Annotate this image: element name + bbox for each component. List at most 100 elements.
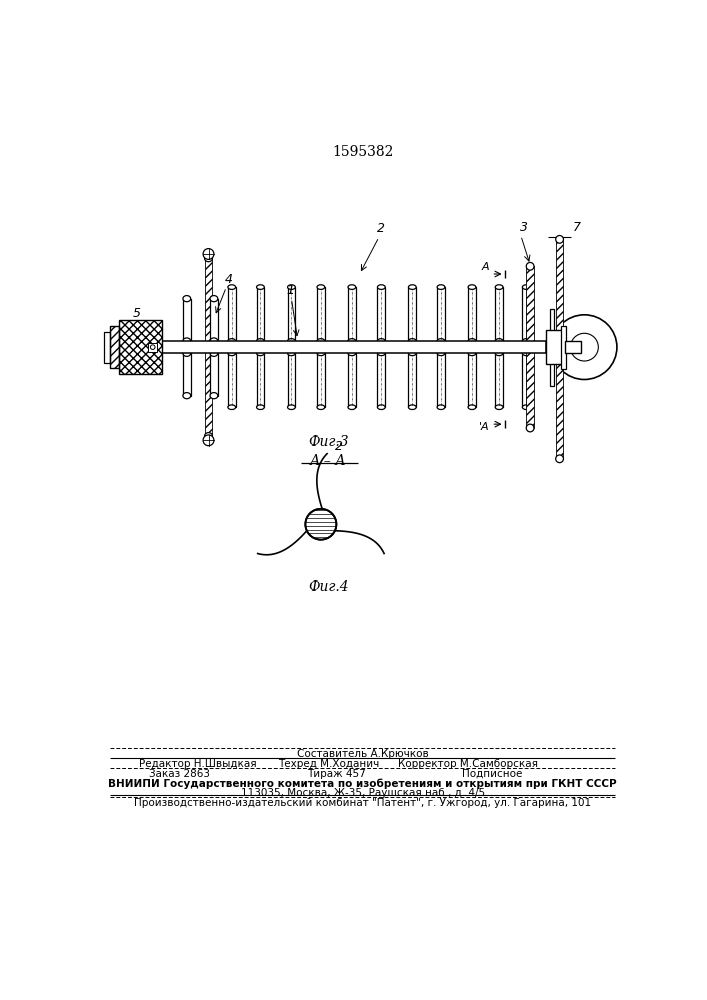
Text: 3: 3 [520,221,528,234]
Ellipse shape [348,351,356,356]
Bar [317,287,325,341]
Ellipse shape [526,262,534,270]
Ellipse shape [526,424,534,432]
Bar [257,353,264,407]
Bar [110,326,119,368]
Bar [288,353,296,407]
Ellipse shape [210,393,218,399]
Text: A: A [481,262,489,272]
Ellipse shape [409,339,416,343]
Ellipse shape [495,405,503,410]
Ellipse shape [288,339,296,343]
Ellipse shape [556,235,563,243]
Ellipse shape [257,405,264,410]
Text: 1595382: 1595382 [332,145,393,159]
Text: 5: 5 [133,307,141,320]
Text: 113035, Москва, Ж-35, Раушская наб., д. 4/5: 113035, Москва, Ж-35, Раушская наб., д. … [240,788,485,798]
Bar [378,287,385,341]
Ellipse shape [522,285,530,289]
Bar [468,353,476,407]
Ellipse shape [228,405,235,410]
Circle shape [151,345,155,349]
Ellipse shape [409,405,416,410]
Bar [549,309,554,386]
Circle shape [305,509,337,540]
Ellipse shape [468,351,476,356]
Ellipse shape [183,350,191,356]
Text: Техред М.Ходанич: Техред М.Ходанич [278,759,379,769]
Bar [183,353,191,396]
Circle shape [203,435,214,446]
Ellipse shape [204,256,212,262]
Bar [228,287,235,341]
Bar [288,287,296,341]
Ellipse shape [257,285,264,289]
Ellipse shape [556,455,563,463]
Ellipse shape [183,296,191,302]
Ellipse shape [468,285,476,289]
Text: 'A: 'A [479,422,489,432]
Ellipse shape [210,296,218,302]
Bar [561,326,566,369]
Bar [104,332,110,363]
Bar [546,330,565,364]
Bar [348,287,356,341]
Ellipse shape [409,351,416,356]
Bar [204,259,212,436]
Bar [119,320,162,374]
Bar [148,343,158,352]
Bar [119,320,162,374]
Bar [522,353,530,407]
Ellipse shape [378,405,385,410]
Ellipse shape [317,405,325,410]
Ellipse shape [317,351,325,356]
Text: 7: 7 [573,221,580,234]
Ellipse shape [204,433,212,439]
Ellipse shape [437,339,445,343]
Ellipse shape [348,405,356,410]
Ellipse shape [317,339,325,343]
Bar [257,287,264,341]
Ellipse shape [183,338,191,344]
Bar [409,287,416,341]
Ellipse shape [210,338,218,344]
Ellipse shape [288,405,296,410]
Ellipse shape [288,285,296,289]
Ellipse shape [257,351,264,356]
Ellipse shape [468,339,476,343]
Ellipse shape [183,393,191,399]
Ellipse shape [378,351,385,356]
Text: Заказ 2863: Заказ 2863 [149,769,210,779]
Bar [526,266,534,428]
Ellipse shape [552,315,617,379]
Text: 2: 2 [378,223,385,235]
Ellipse shape [317,285,325,289]
Ellipse shape [348,339,356,343]
Bar [348,353,356,407]
Bar [228,353,235,407]
Bar [110,326,119,368]
Bar [210,353,218,396]
Text: Тираж 457: Тираж 457 [307,769,366,779]
Text: Составитель А.Крючков: Составитель А.Крючков [297,749,428,759]
Bar [162,341,546,353]
Ellipse shape [468,405,476,410]
Text: Подписное: Подписное [462,769,522,779]
Bar [495,353,503,407]
Ellipse shape [228,285,235,289]
Ellipse shape [378,339,385,343]
Ellipse shape [348,285,356,289]
Circle shape [203,249,214,259]
Ellipse shape [522,405,530,410]
Text: Корректор М.Самборская: Корректор М.Самборская [398,759,538,769]
Ellipse shape [571,333,598,361]
Bar [437,287,445,341]
Text: 1: 1 [286,284,294,297]
Bar [495,287,503,341]
Bar [210,299,218,341]
Text: Производственно-издательский комбинат "Патент", г. Ужгород, ул. Гагарина, 101: Производственно-издательский комбинат "П… [134,798,591,808]
Ellipse shape [228,351,235,356]
Bar [522,287,530,341]
Text: ВНИИПИ Государственного комитета по изобретениям и открытиям при ГКНТ СССР: ВНИИПИ Государственного комитета по изоб… [108,778,617,789]
Bar [556,239,563,459]
